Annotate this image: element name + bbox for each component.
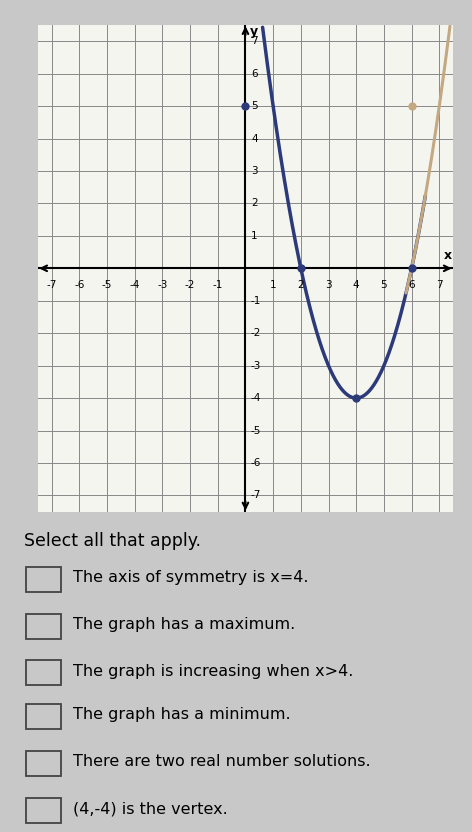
Text: (4,-4) is the vertex.: (4,-4) is the vertex.	[73, 801, 228, 816]
Text: The graph has a minimum.: The graph has a minimum.	[73, 707, 291, 722]
Text: 5: 5	[380, 280, 387, 290]
Text: 6: 6	[251, 68, 258, 79]
Text: 7: 7	[251, 36, 258, 47]
Text: -3: -3	[157, 280, 168, 290]
Text: 3: 3	[325, 280, 332, 290]
Text: 1: 1	[251, 230, 258, 241]
Text: 6: 6	[408, 280, 415, 290]
Text: x: x	[444, 249, 452, 262]
Text: The graph has a maximum.: The graph has a maximum.	[73, 617, 295, 632]
Text: 5: 5	[251, 101, 258, 111]
Text: -6: -6	[74, 280, 84, 290]
Text: Select all that apply.: Select all that apply.	[24, 532, 201, 551]
Text: 4: 4	[353, 280, 360, 290]
Text: 2: 2	[297, 280, 304, 290]
Text: -7: -7	[251, 490, 261, 501]
Text: -4: -4	[129, 280, 140, 290]
Text: The graph is increasing when x>4.: The graph is increasing when x>4.	[73, 664, 354, 679]
Text: -3: -3	[251, 360, 261, 371]
Text: -5: -5	[102, 280, 112, 290]
Text: 1: 1	[270, 280, 277, 290]
Text: -5: -5	[251, 425, 261, 436]
Text: 4: 4	[251, 133, 258, 144]
Text: -2: -2	[251, 328, 261, 339]
Text: 7: 7	[436, 280, 443, 290]
Text: -4: -4	[251, 393, 261, 404]
Text: There are two real number solutions.: There are two real number solutions.	[73, 755, 371, 770]
Text: -2: -2	[185, 280, 195, 290]
Text: -7: -7	[46, 280, 57, 290]
Text: 3: 3	[251, 166, 258, 176]
Text: -6: -6	[251, 458, 261, 468]
Text: -1: -1	[251, 295, 261, 306]
Text: y: y	[250, 25, 258, 38]
Text: The axis of symmetry is x=4.: The axis of symmetry is x=4.	[73, 570, 309, 585]
Text: -1: -1	[212, 280, 223, 290]
Text: 2: 2	[251, 198, 258, 209]
